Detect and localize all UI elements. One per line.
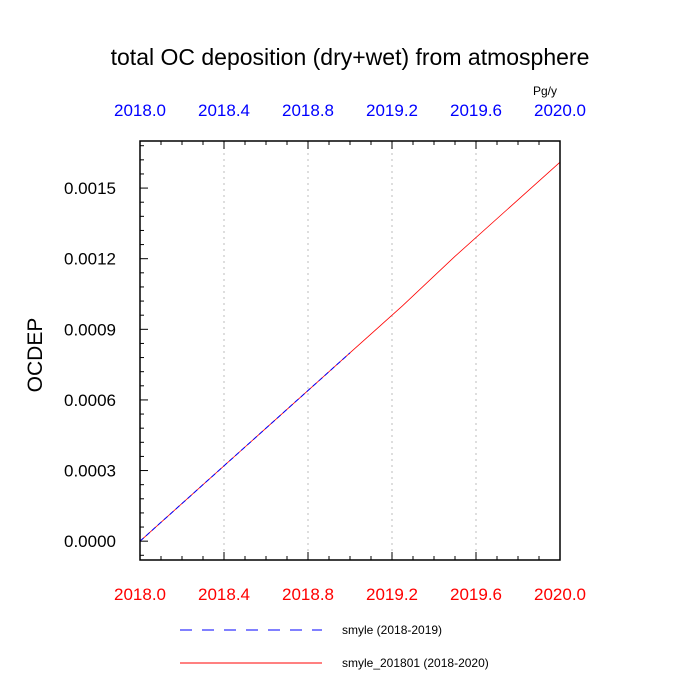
tick-marks [139,141,561,560]
y-axis-label: OCDEP [24,318,47,393]
x-tick-label-bottom: 2018.8 [282,585,334,604]
grid-lines [223,141,477,560]
x-tick-label-top: 2018.4 [198,101,250,120]
series-layer [139,161,561,542]
x-tick-label-bottom: 2019.2 [366,585,418,604]
x-tick-label-bottom: 2018.4 [198,585,250,604]
x-tick-label-bottom: 2020.0 [534,585,586,604]
y-tick-label: 0.0006 [64,391,116,410]
tick-labels: 2018.0 2018.0 2018.4 2018.4 2018.8 2018.8 2019… [64,101,586,604]
y-tick-label: 0.0012 [64,250,116,269]
chart-title: total OC deposition (dry+wet) from atmos… [111,44,590,70]
y-tick-label: 0.0015 [64,179,116,198]
legend-label-0: smyle (2018-2019) [342,623,442,637]
x-tick-label-top: 2019.2 [366,101,418,120]
legend-label-1: smyle_201801 (2018-2020) [342,656,489,670]
units-label: Pg/y [533,84,557,98]
y-tick-label: 0.0000 [64,532,116,551]
y-tick-label: 0.0009 [64,320,116,339]
x-tick-label-bottom: 2018.0 [114,585,166,604]
y-tick-label: 0.0003 [64,462,116,481]
legend: smyle (2018-2019) smyle_201801 (2018-2020… [180,623,489,670]
series-line-0 [139,352,351,542]
plot-frame [139,140,561,561]
x-tick-label-top: 2019.6 [450,101,502,120]
x-tick-label-top: 2018.0 [114,101,166,120]
x-tick-label-bottom: 2019.6 [450,585,502,604]
x-tick-label-top: 2020.0 [534,101,586,120]
x-tick-label-top: 2018.8 [282,101,334,120]
